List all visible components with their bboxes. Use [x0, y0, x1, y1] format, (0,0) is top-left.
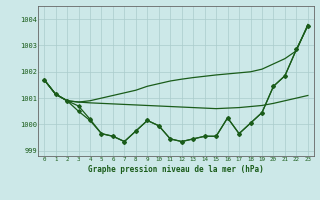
X-axis label: Graphe pression niveau de la mer (hPa): Graphe pression niveau de la mer (hPa)	[88, 165, 264, 174]
